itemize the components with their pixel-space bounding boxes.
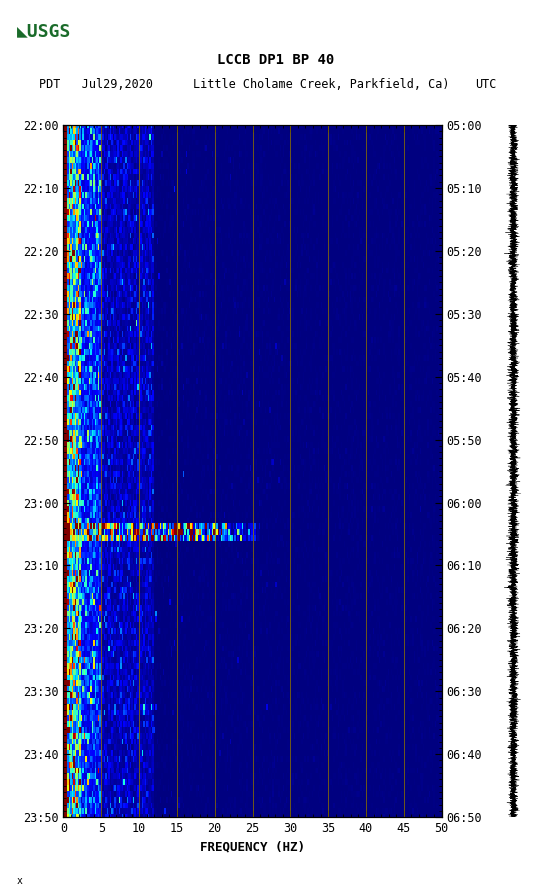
Text: LCCB DP1 BP 40: LCCB DP1 BP 40	[217, 53, 335, 67]
X-axis label: FREQUENCY (HZ): FREQUENCY (HZ)	[200, 840, 305, 854]
Text: PDT   Jul29,2020: PDT Jul29,2020	[39, 78, 153, 91]
Text: UTC: UTC	[475, 78, 496, 91]
Text: Little Cholame Creek, Parkfield, Ca): Little Cholame Creek, Parkfield, Ca)	[193, 78, 450, 91]
Text: x: x	[17, 876, 23, 886]
Text: ◣USGS: ◣USGS	[17, 22, 71, 40]
